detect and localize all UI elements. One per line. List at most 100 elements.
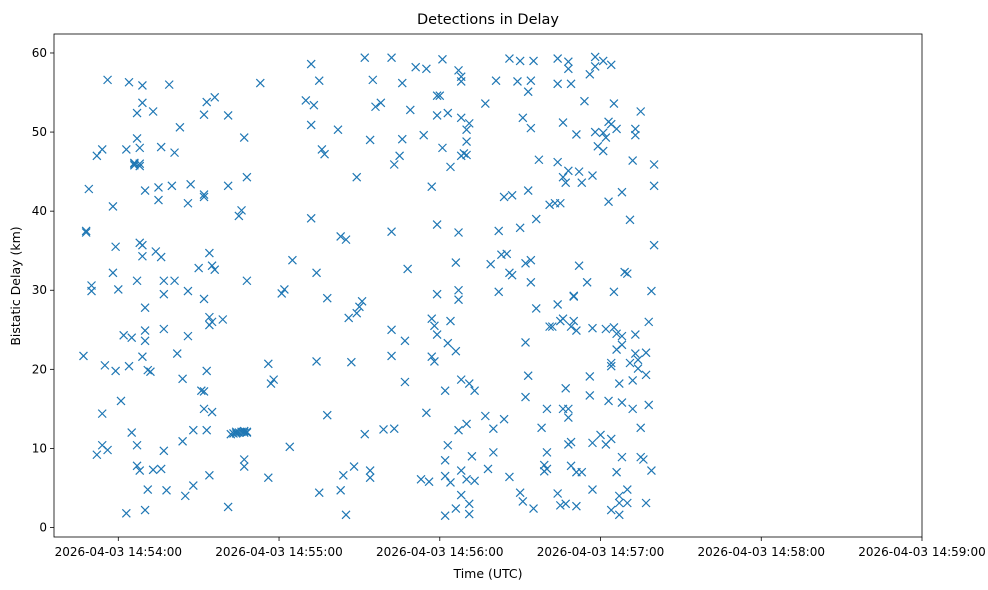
data-point: [609, 322, 619, 332]
data-point: [488, 424, 498, 434]
data-point: [156, 464, 166, 474]
data-point: [263, 359, 273, 369]
data-point: [427, 182, 437, 192]
data-point: [521, 392, 530, 402]
data-point: [338, 470, 348, 480]
data-point: [470, 476, 480, 486]
data-point: [156, 252, 166, 262]
data-point: [154, 183, 163, 192]
data-point: [234, 211, 244, 221]
data-point: [622, 269, 632, 279]
data-point: [124, 77, 134, 87]
y-tick-label: 0: [39, 521, 47, 535]
data-point: [553, 489, 563, 498]
data-point: [111, 366, 121, 376]
data-point: [612, 329, 622, 339]
data-point: [553, 157, 563, 167]
data-point: [218, 315, 228, 324]
data-point: [194, 263, 204, 273]
data-point: [604, 396, 613, 406]
y-tick-label: 60: [32, 46, 47, 60]
data-point: [625, 215, 635, 225]
data-point: [454, 65, 463, 75]
data-point: [288, 255, 297, 265]
data-point: [188, 425, 198, 435]
data-point: [588, 323, 597, 333]
data-point: [480, 99, 490, 109]
data-point: [542, 464, 552, 474]
data-point: [617, 398, 627, 407]
data-point: [486, 259, 496, 269]
data-point: [202, 366, 212, 376]
data-point: [641, 348, 651, 358]
data-point: [628, 404, 638, 414]
x-tick-label: 2026-04-03 14:57:00: [537, 545, 664, 559]
data-point: [255, 78, 265, 88]
data-point: [164, 80, 174, 90]
data-point: [563, 57, 573, 67]
data-point: [571, 326, 581, 336]
data-point: [137, 240, 147, 250]
data-point: [312, 268, 321, 278]
data-point: [440, 386, 450, 396]
data-point: [456, 490, 466, 500]
data-point: [159, 289, 169, 299]
data-point: [132, 133, 142, 143]
data-point: [438, 54, 447, 64]
data-point: [419, 130, 429, 140]
data-point: [389, 160, 399, 169]
data-point: [135, 466, 145, 475]
data-point: [464, 118, 474, 128]
data-point: [598, 128, 608, 138]
data-point: [636, 423, 646, 433]
data-point: [606, 434, 616, 444]
data-point: [137, 80, 147, 90]
data-point: [266, 379, 276, 388]
data-point: [421, 64, 431, 74]
y-tick-label: 20: [32, 362, 47, 376]
data-point: [352, 308, 362, 318]
data-point: [606, 361, 616, 371]
data-point: [515, 223, 525, 233]
y-tick-label: 50: [32, 125, 47, 139]
data-point: [582, 277, 592, 287]
data-point: [470, 386, 480, 396]
data-point: [462, 125, 471, 135]
data-point: [103, 445, 113, 455]
data-point: [502, 249, 512, 259]
data-point: [612, 467, 622, 477]
data-point: [529, 504, 538, 513]
data-point: [577, 178, 587, 188]
data-point: [571, 130, 581, 139]
data-point: [590, 52, 600, 62]
data-point: [108, 268, 118, 278]
data-point: [306, 213, 316, 223]
data-point: [427, 352, 437, 362]
data-point: [545, 322, 555, 332]
data-point: [641, 370, 651, 380]
data-point: [553, 300, 563, 309]
data-point: [132, 108, 142, 118]
data-point: [140, 303, 150, 313]
data-point: [170, 276, 179, 286]
y-axis: 0 10 20 30 40 50 60: [32, 46, 54, 535]
data-point: [563, 166, 573, 176]
data-point: [446, 316, 455, 326]
data-point: [416, 474, 426, 484]
data-point: [598, 146, 608, 156]
data-point: [577, 467, 587, 477]
data-point: [456, 77, 466, 86]
data-point: [521, 338, 530, 347]
data-point: [79, 351, 88, 361]
data-point: [162, 485, 171, 495]
data-point: [558, 172, 568, 182]
data-point: [513, 77, 522, 86]
data-point: [596, 430, 605, 440]
data-point: [387, 227, 396, 237]
data-point: [140, 326, 150, 336]
data-point: [539, 460, 549, 470]
data-point: [87, 286, 96, 296]
data-point: [494, 287, 504, 297]
data-point: [127, 333, 137, 343]
data-point: [561, 499, 571, 509]
